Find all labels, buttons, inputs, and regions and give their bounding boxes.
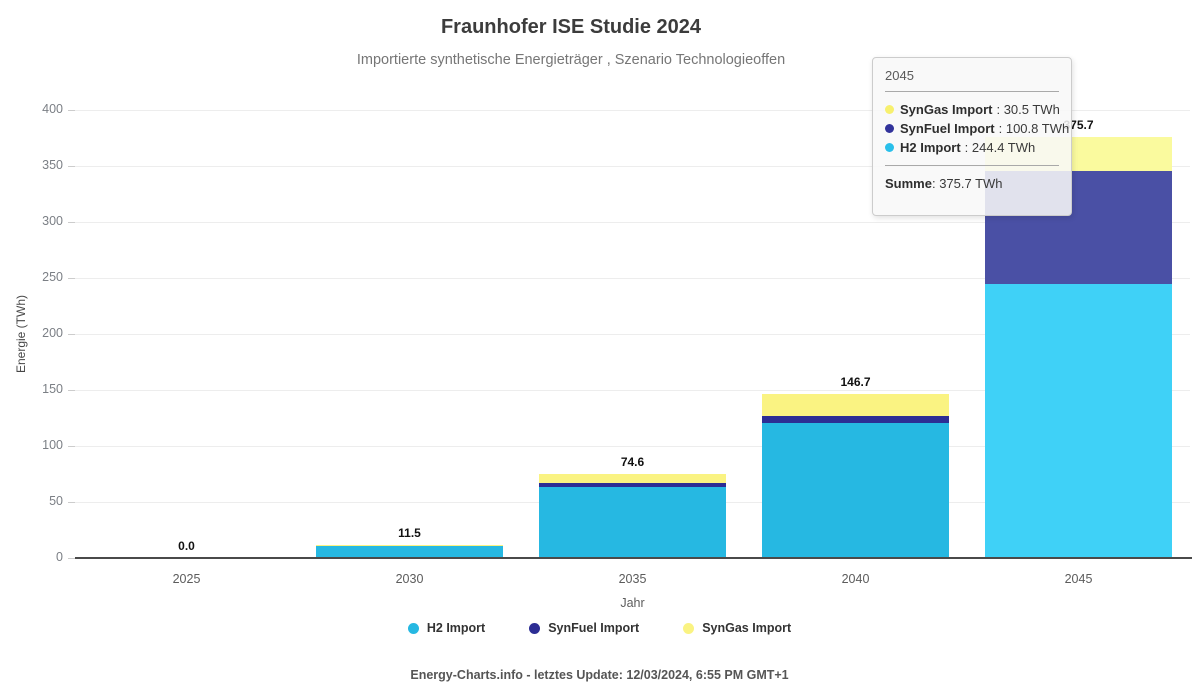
y-tick-label-400: 400: [42, 102, 63, 116]
bar-stack-2035: [539, 474, 726, 558]
tooltip-series-name: SynGas Import: [900, 102, 993, 117]
gridline-250: [75, 277, 1190, 279]
y-tick-label-200: 200: [42, 326, 63, 340]
y-tick-label-250: 250: [42, 270, 63, 284]
gridline-400: [75, 109, 1190, 111]
x-tick-label-2035: 2035: [618, 572, 647, 586]
legend-item-h2-import[interactable]: H2 Import: [407, 621, 486, 635]
bar-total-label-2030: 11.5: [398, 526, 421, 541]
bar-2035-syngas-import[interactable]: [539, 474, 726, 483]
y-tick-label-350: 350: [42, 158, 63, 172]
plot-area: [75, 109, 1190, 558]
synfuel-dot-icon: [885, 124, 894, 133]
tooltip-series-value: : 30.5 TWh: [996, 102, 1060, 117]
syngas-dot-icon: [885, 105, 894, 114]
y-tick-mark: [68, 445, 75, 447]
bar-stack-2030: [316, 545, 503, 558]
bar-2040-syngas-import[interactable]: [762, 393, 949, 416]
y-tick-mark: [68, 277, 75, 279]
bar-2030-h2-import[interactable]: [316, 546, 503, 558]
legend-dot-icon: [683, 622, 695, 634]
bar-stack-2040: [762, 393, 949, 558]
bar-total-label-2035: 74.6: [620, 455, 645, 470]
legend-item-syngas-import[interactable]: SynGas Import: [683, 621, 791, 635]
tooltip-sum-value: : 375.7 TWh: [931, 176, 1003, 191]
x-tick-label-2045: 2045: [1064, 572, 1093, 586]
legend-item-synfuel-import[interactable]: SynFuel Import: [529, 621, 639, 635]
legend-label: H2 Import: [426, 621, 486, 635]
chart-title: Fraunhofer ISE Studie 2024: [440, 16, 702, 38]
bar-2040-h2-import[interactable]: [762, 422, 949, 558]
bar-total-label-2040: 146.7: [840, 374, 871, 389]
tooltip-row-synfuel: SynFuel Import : 100.8 TWh: [885, 119, 1069, 138]
bar-total-label-2025: 0.0: [178, 539, 195, 553]
x-tick-label-2030: 2030: [395, 572, 424, 586]
tooltip-row-syngas: SynGas Import : 30.5 TWh: [885, 100, 1060, 119]
legend: H2 Import SynFuel Import SynGas Import: [0, 621, 1199, 635]
legend-label: SynGas Import: [702, 621, 792, 635]
tooltip-divider: [885, 165, 1059, 166]
tooltip-divider: [885, 91, 1059, 92]
y-tick-mark: [68, 557, 75, 559]
tooltip-series-name: SynFuel Import: [900, 121, 995, 136]
y-tick-label-150: 150: [42, 382, 63, 396]
tooltip-header: 2045: [885, 68, 914, 83]
tooltip-row-h2: H2 Import : 244.4 TWh: [885, 138, 1059, 157]
y-tick-mark: [68, 221, 75, 223]
y-tick-mark: [68, 389, 75, 391]
tooltip-sum-label: Summe: [885, 176, 932, 191]
bar-2035-synfuel-import[interactable]: [539, 482, 726, 487]
gridline-300: [75, 221, 1190, 223]
tooltip-series-value: : 100.8 TWh: [998, 121, 1070, 136]
x-tick-label-2025: 2025: [172, 572, 201, 586]
gridline-100: [75, 445, 1190, 447]
tooltip: 2045 SynGas Import : 30.5 TWh SynFuel Im…: [872, 57, 1072, 216]
bar-2040-synfuel-import[interactable]: [762, 415, 949, 423]
y-tick-mark: [68, 501, 75, 503]
y-tick-mark: [68, 333, 75, 335]
chart-subtitle: Importierte synthetische Energieträger ,…: [356, 52, 786, 68]
tooltip-series-value: : 244.4 TWh: [964, 140, 1036, 155]
gridline-200: [75, 333, 1190, 335]
gridline-350: [75, 165, 1190, 167]
gridline-150: [75, 389, 1190, 391]
x-tick-label-2040: 2040: [841, 572, 870, 586]
y-tick-label-50: 50: [49, 494, 63, 508]
legend-dot-icon: [529, 622, 541, 634]
bar-2035-h2-import[interactable]: [539, 486, 726, 558]
h2-dot-icon: [885, 143, 894, 152]
x-axis-line: [75, 557, 1192, 559]
x-axis-title: Jahr: [620, 596, 645, 610]
tooltip-series-name: H2 Import: [900, 140, 961, 155]
y-tick-mark: [68, 165, 75, 167]
bar-stack-2045: [985, 137, 1172, 558]
footer-attribution: Energy-Charts.info - letztes Update: 12/…: [410, 668, 789, 682]
bar-2030-syngas-import[interactable]: [316, 545, 503, 547]
y-tick-label-100: 100: [42, 438, 63, 452]
legend-dot-icon: [407, 622, 419, 634]
y-tick-mark: [68, 109, 75, 111]
tooltip-sum-row: Summe: 375.7 TWh: [885, 174, 1059, 193]
bar-2045-h2-import[interactable]: [985, 284, 1172, 558]
y-tick-label-300: 300: [42, 214, 63, 228]
legend-label: SynFuel Import: [548, 621, 640, 635]
y-tick-label-0: 0: [56, 550, 63, 564]
